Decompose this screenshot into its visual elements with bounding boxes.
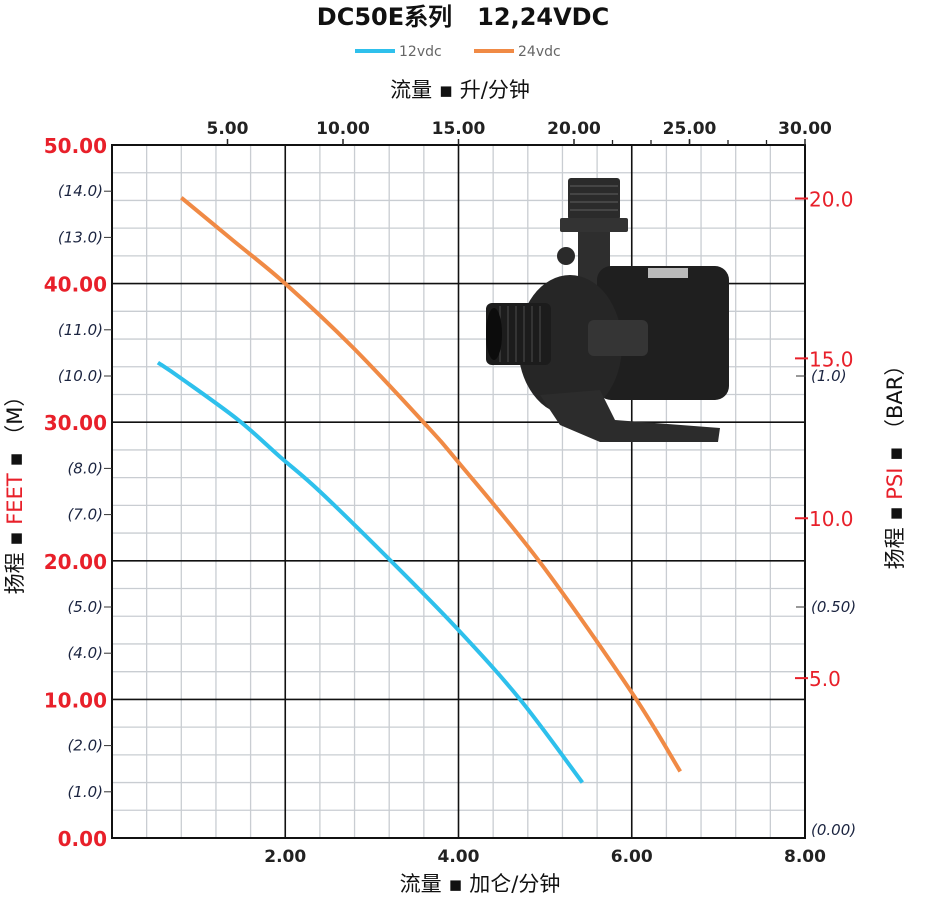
y-right-bar-tick-label: (0.00) [811, 821, 856, 839]
series-line-24vdc [180, 196, 682, 773]
x-bottom-tick-label: 4.00 [438, 847, 480, 867]
water-pump-photo [486, 178, 729, 442]
y-right-bar-tick-label: (0.50) [811, 598, 856, 616]
y-left-metre-tick-label: (4.0) [67, 644, 103, 662]
axes: 2.00 4.00 6.00 8.00 5.00 10.00 15.00 20.00 25.00… [44, 119, 856, 867]
y-right-psi-tick-label: 15.0 [809, 347, 854, 371]
legend: 12vdc 24vdc [355, 44, 561, 60]
x-top-tick-label: 25.00 [663, 119, 717, 139]
y-left-tick-label: 0.00 [58, 827, 107, 851]
svg-text:扬程 ▪ PSI ▪ （BAR）: 扬程 ▪ PSI ▪ （BAR） [883, 355, 907, 570]
y-right-axis-title: 扬程 ▪ PSI ▪ （BAR） [883, 355, 907, 570]
y-left-tick-label: 20.00 [44, 550, 107, 574]
x-bottom-tick-label: 2.00 [264, 847, 306, 867]
x-top-axis-title: 流量 ▪ 升/分钟 [390, 78, 530, 102]
y-left-title-unit: FEET [3, 473, 27, 525]
svg-text:扬程 ▪ FEET ▪ （M）: 扬程 ▪ FEET ▪ （M） [3, 386, 27, 595]
y-left-title-suffix: ▪ （M） [3, 386, 27, 474]
grid [112, 144, 806, 839]
y-left-metre-tick-label: (13.0) [58, 228, 103, 246]
chart-title: DC50E系列 12,24VDC [317, 3, 609, 31]
y-right-psi-tick-label: 20.0 [809, 187, 854, 211]
y-left-metre-tick-label: (5.0) [67, 598, 103, 616]
y-right-bar-tick-label: (1.0) [811, 367, 847, 385]
x-top-tick-label: 20.00 [547, 119, 601, 139]
y-left-tick-label: 10.00 [44, 688, 107, 712]
legend-label-24vdc: 24vdc [518, 44, 561, 60]
y-left-tick-label: 50.00 [44, 134, 107, 158]
y-left-metre-tick-label: (7.0) [67, 506, 103, 524]
legend-label-12vdc: 12vdc [399, 44, 442, 60]
y-left-metre-tick-label: (1.0) [67, 783, 103, 801]
y-left-metre-tick-label: (14.0) [58, 182, 103, 200]
y-left-title-prefix: 扬程 ▪ [3, 525, 27, 595]
y-right-title-suffix: ▪ （BAR） [883, 355, 907, 468]
y-right-title-prefix: 扬程 ▪ [883, 500, 907, 570]
y-right-title-unit: PSI [883, 468, 907, 500]
y-left-axis-title: 扬程 ▪ FEET ▪ （M） [3, 386, 27, 595]
series-layer [156, 196, 682, 784]
y-right-psi-tick-label: 5.0 [809, 667, 841, 691]
y-left-metre-tick-label: (11.0) [58, 321, 103, 339]
x-top-tick-label: 5.00 [207, 119, 249, 139]
x-top-tick-label: 30.00 [778, 119, 832, 139]
x-bottom-tick-label: 8.00 [784, 847, 826, 867]
y-left-metre-tick-label: (2.0) [67, 737, 103, 755]
series-line-12vdc [156, 360, 584, 784]
x-top-tick-label: 15.00 [432, 119, 486, 139]
y-right-psi-tick-label: 10.0 [809, 507, 854, 531]
x-top-tick-label: 10.00 [316, 119, 370, 139]
x-bottom-tick-label: 6.00 [611, 847, 653, 867]
y-left-metre-tick-label: (8.0) [67, 459, 103, 477]
y-left-tick-label: 30.00 [44, 411, 107, 435]
y-left-tick-label: 40.00 [44, 273, 107, 297]
x-bottom-axis-title: 流量 ▪ 加仑/分钟 [400, 872, 561, 896]
y-left-metre-tick-label: (10.0) [58, 367, 103, 385]
